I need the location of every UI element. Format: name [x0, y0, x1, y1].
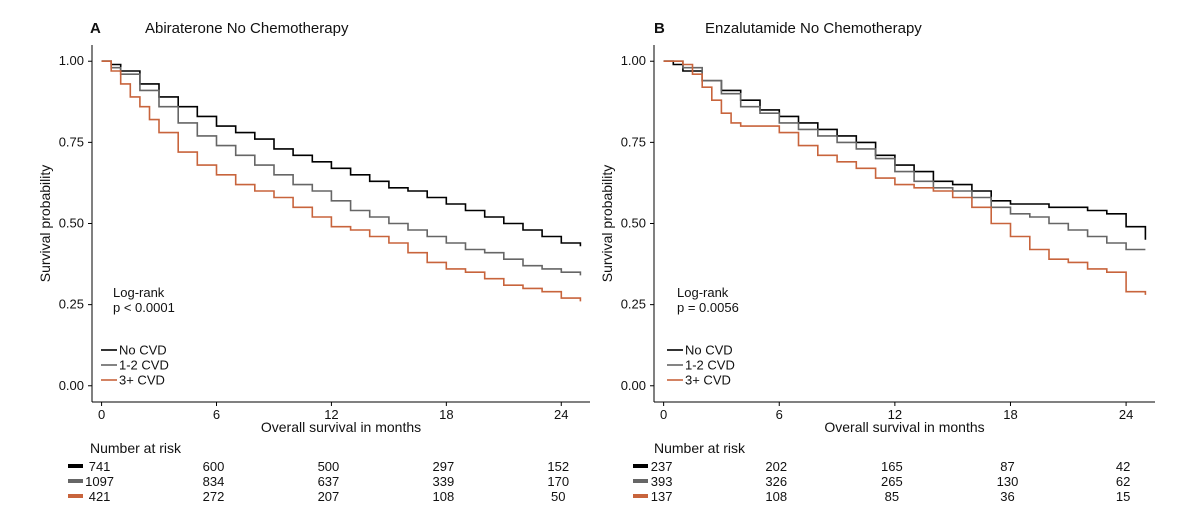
risk-count: 421 [89, 489, 111, 504]
risk-count: 108 [432, 489, 454, 504]
legend-label: 1-2 CVD [685, 358, 735, 373]
risk-count: 265 [881, 474, 903, 489]
y-tick-label: 0.50 [621, 216, 646, 231]
x-tick-label: 0 [660, 407, 667, 422]
risk-table-title: Number at risk [90, 440, 182, 456]
risk-count: 600 [203, 459, 225, 474]
panel-a: A Abiraterone No Chemotherapy 0.00 0.25 0.50… [37, 20, 590, 504]
legend-label: No CVD [119, 343, 167, 358]
y-tick-label: 0.00 [621, 378, 646, 393]
legend-label: 3+ CVD [685, 373, 731, 388]
x-axis-title: Overall survival in months [824, 419, 984, 435]
y-tick-label: 0.75 [621, 134, 646, 149]
x-tick-label: 6 [213, 407, 220, 422]
risk-count: 85 [885, 489, 899, 504]
y-tick-label: 1.00 [59, 53, 84, 68]
x-tick-label: 12 [324, 407, 338, 422]
x-tick-label: 6 [776, 407, 783, 422]
panel-letter: A [90, 20, 101, 37]
risk-count: 170 [547, 474, 569, 489]
x-tick-label: 24 [1119, 407, 1133, 422]
risk-count: 108 [765, 489, 787, 504]
risk-count: 637 [318, 474, 340, 489]
y-tick-label: 1.00 [621, 53, 646, 68]
risk-count: 500 [318, 459, 340, 474]
risk-count: 87 [1000, 459, 1014, 474]
risk-count: 165 [881, 459, 903, 474]
x-axis-title: Overall survival in months [261, 419, 421, 435]
risk-count: 130 [997, 474, 1019, 489]
log-rank-label: Log-rank [113, 285, 165, 300]
survival-curve-no-cvd [663, 60, 1147, 240]
x-tick-label: 0 [98, 407, 105, 422]
risk-count: 272 [203, 489, 225, 504]
risk-count: 137 [651, 489, 673, 504]
survival-curve-no-cvd [101, 60, 582, 247]
risk-count: 202 [765, 459, 787, 474]
survival-curve-3-cvd [663, 60, 1147, 295]
x-tick-label: 18 [1003, 407, 1017, 422]
risk-count: 50 [551, 489, 565, 504]
panel-title: Abiraterone No Chemotherapy [145, 20, 349, 37]
y-tick-label: 0.25 [59, 297, 84, 312]
legend-label: 3+ CVD [119, 373, 165, 388]
risk-count: 339 [432, 474, 454, 489]
risk-count: 1097 [85, 474, 114, 489]
y-axis-title: Survival probability [599, 165, 615, 283]
y-tick-label: 0.75 [59, 134, 84, 149]
risk-count: 152 [547, 459, 569, 474]
y-tick-label: 0.50 [59, 216, 84, 231]
risk-count: 834 [203, 474, 225, 489]
risk-count: 42 [1116, 459, 1130, 474]
x-tick-label: 18 [439, 407, 453, 422]
legend-label: 1-2 CVD [119, 358, 169, 373]
x-tick-label: 24 [554, 407, 568, 422]
risk-count: 62 [1116, 474, 1130, 489]
risk-count: 237 [651, 459, 673, 474]
survival-curve-3-cvd [101, 60, 582, 302]
panel-title: Enzalutamide No Chemotherapy [705, 20, 922, 37]
risk-count: 297 [432, 459, 454, 474]
risk-count: 15 [1116, 489, 1130, 504]
risk-count: 36 [1000, 489, 1014, 504]
survival-curve-1-2-cvd [101, 60, 582, 276]
log-rank-label: Log-rank [677, 285, 729, 300]
y-axis-title: Survival probability [37, 165, 53, 283]
x-tick-label: 12 [888, 407, 902, 422]
panel-letter: B [654, 20, 665, 37]
p-value-label: p < 0.0001 [113, 300, 175, 315]
legend-label: No CVD [685, 343, 733, 358]
survival-curve-1-2-cvd [663, 60, 1146, 251]
y-tick-label: 0.25 [621, 297, 646, 312]
p-value-label: p = 0.0056 [677, 300, 739, 315]
risk-count: 393 [651, 474, 673, 489]
risk-table-title: Number at risk [654, 440, 746, 456]
panel-b: B Enzalutamide No Chemotherapy 0.00 0.25 0.5… [599, 20, 1155, 504]
y-tick-label: 0.00 [59, 378, 84, 393]
risk-count: 326 [765, 474, 787, 489]
risk-count: 207 [318, 489, 340, 504]
risk-count: 741 [89, 459, 111, 474]
